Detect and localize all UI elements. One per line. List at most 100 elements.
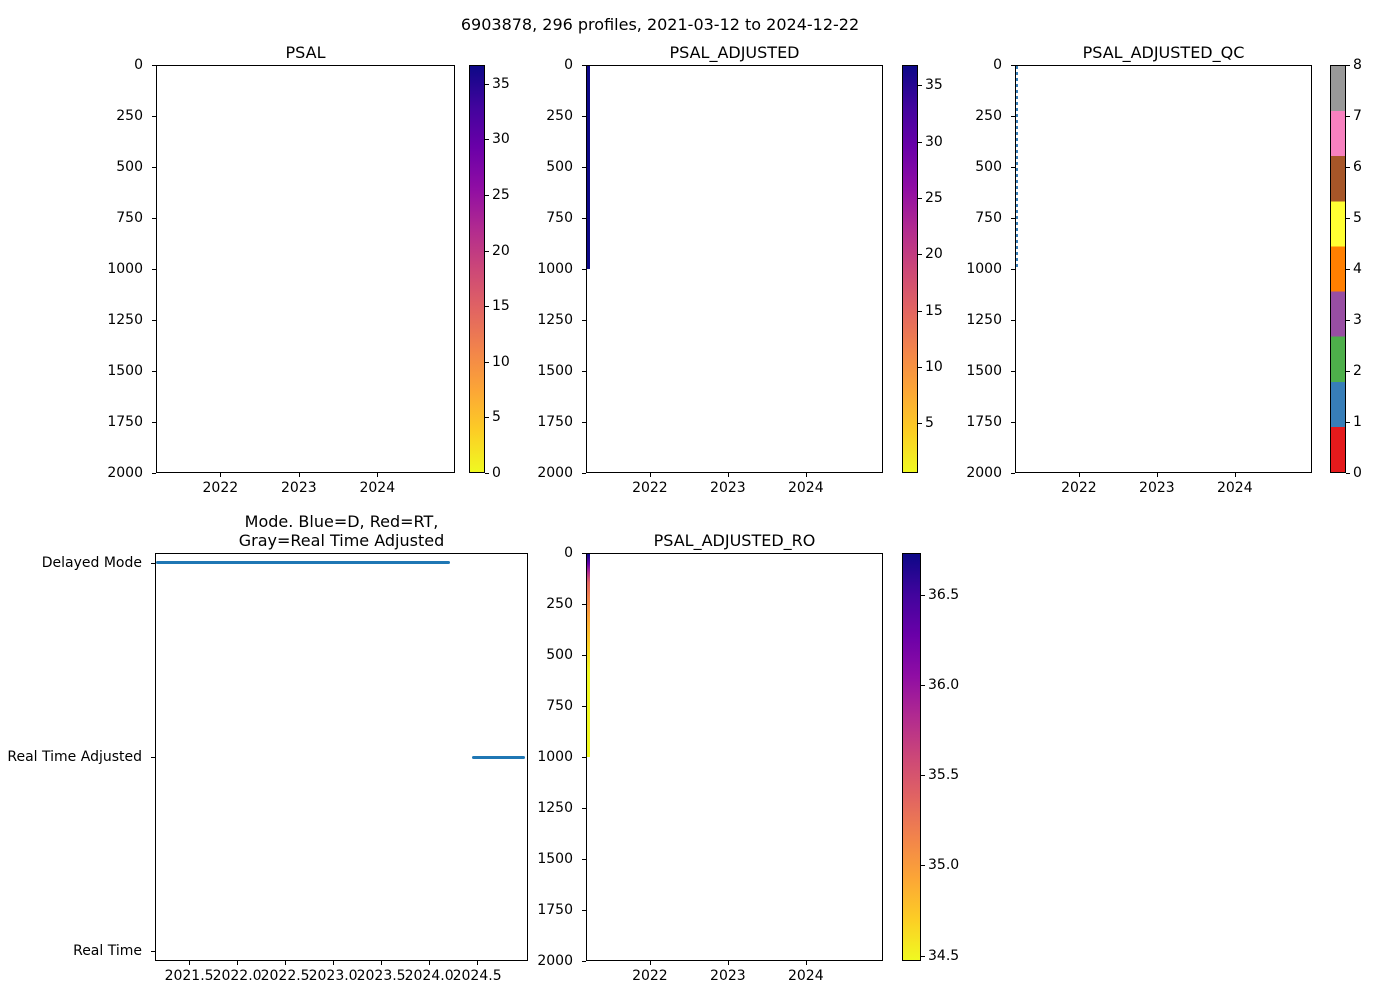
- colorbar-tick-label: 5: [492, 409, 501, 426]
- x-tick-label: 2024.5: [452, 968, 502, 984]
- y-tick-mark: [582, 910, 586, 911]
- x-tick-mark: [237, 961, 239, 965]
- y-tick-label: 1750: [537, 902, 573, 918]
- colorbar-tick-mark: [485, 361, 489, 363]
- y-tick-mark: [582, 116, 586, 117]
- y-tick-label: 1500: [107, 363, 143, 379]
- colorbar-tick-label: 20: [925, 246, 943, 263]
- colorbar-tick-mark: [1346, 320, 1350, 321]
- colorbar-psal_adjusted_ro: [902, 553, 921, 961]
- y-category-label: Real Time: [73, 943, 142, 960]
- x-tick-label: 2023.0: [308, 968, 358, 984]
- colorbar-tick-label: 30: [925, 133, 943, 150]
- y-tick-label: 0: [564, 545, 573, 561]
- colorbar-tick-label: 15: [492, 298, 510, 315]
- colorbar-tick-mark: [485, 473, 489, 474]
- y-tick-mark: [152, 371, 156, 372]
- y-tick-label: 1750: [107, 414, 143, 430]
- colorbar-tick-label: 36.5: [928, 586, 960, 603]
- colorbar-tick-mark: [1346, 116, 1350, 117]
- figure-title: 6903878, 296 profiles, 2021-03-12 to 202…: [460, 15, 860, 34]
- y-tick-mark: [582, 655, 586, 656]
- y-tick-mark: [1011, 65, 1015, 66]
- colorbar-tick-mark: [1346, 218, 1350, 219]
- colorbar-tick-label: 6: [1353, 159, 1362, 175]
- colorbar-tick-label: 20: [492, 242, 510, 259]
- colorbar-tick-mark: [921, 955, 925, 957]
- y-tick-label: 1000: [537, 749, 573, 765]
- y-tick-mark: [582, 473, 586, 474]
- y-tick-label: 1500: [537, 851, 573, 867]
- plot-area-psal_adjusted_ro: [586, 553, 883, 961]
- y-tick-mark: [582, 65, 586, 66]
- y-tick-mark: [582, 757, 586, 758]
- y-tick-mark: [1011, 422, 1015, 423]
- y-tick-mark: [582, 269, 586, 270]
- x-tick-label: 2022.5: [260, 968, 310, 984]
- panel-title-psal_adjusted_qc: PSAL_ADJUSTED_QC: [1082, 43, 1245, 62]
- x-tick-mark: [727, 961, 729, 965]
- colorbar-tick-mark: [918, 310, 922, 312]
- x-tick-mark: [649, 473, 651, 477]
- colorbar-tick-label: 36.0: [928, 676, 960, 693]
- y-tick-mark: [152, 473, 156, 474]
- x-tick-label: 2022.0: [212, 968, 262, 984]
- x-tick-mark: [333, 961, 335, 965]
- y-tick-mark: [582, 604, 586, 605]
- x-tick-mark: [805, 961, 807, 965]
- colorbar-tick-label: 34.5: [928, 947, 960, 964]
- x-tick-label: 2021.5: [164, 968, 214, 984]
- colorbar-tick-mark: [1346, 167, 1350, 168]
- y-tick-label: 250: [546, 596, 573, 612]
- y-category-label: Delayed Mode: [41, 554, 142, 571]
- colorbar-tick-label: 35.5: [928, 767, 960, 784]
- y-tick-mark: [582, 167, 586, 168]
- colorbar-tick-label: 15: [925, 302, 943, 319]
- y-tick-mark: [582, 218, 586, 219]
- colorbar-tick-label: 35: [492, 75, 510, 92]
- y-tick-label: 0: [993, 57, 1002, 73]
- y-tick-mark: [582, 961, 586, 962]
- y-tick-mark: [1011, 269, 1015, 270]
- y-tick-label: 750: [546, 210, 573, 226]
- colorbar-tick-label: 35.0: [928, 857, 960, 874]
- y-tick-mark: [152, 422, 156, 423]
- y-tick-label: 1750: [966, 414, 1002, 430]
- x-tick-label: 2024.0: [404, 968, 454, 984]
- colorbar-tick-mark: [918, 367, 922, 369]
- plot-area-psal_adjusted_qc: [1015, 65, 1312, 473]
- x-tick-mark: [649, 961, 651, 965]
- y-tick-mark: [582, 808, 586, 809]
- x-tick-label: 2024: [787, 480, 824, 496]
- colorbar-tick-label: 25: [925, 189, 943, 206]
- x-tick-label: 2024: [787, 968, 824, 984]
- y-tick-mark: [151, 757, 155, 758]
- x-tick-label: 2023: [281, 480, 317, 496]
- y-tick-label: 0: [564, 57, 573, 73]
- y-tick-mark: [152, 320, 156, 321]
- y-tick-mark: [1011, 320, 1015, 321]
- colorbar-tick-label: 5: [925, 415, 934, 432]
- y-tick-label: 750: [546, 698, 573, 714]
- y-tick-label: 500: [975, 159, 1002, 175]
- colorbar-psal_adjusted_qc: [1330, 65, 1346, 473]
- x-tick-mark: [220, 473, 222, 477]
- y-tick-label: 2000: [537, 465, 573, 481]
- mode-line-delayed-mode: [156, 561, 451, 565]
- x-tick-mark: [381, 961, 383, 965]
- y-tick-label: 750: [975, 210, 1002, 226]
- colorbar-tick-label: 2: [1353, 363, 1362, 379]
- y-tick-label: 1250: [537, 800, 573, 816]
- plot-area-mode: [155, 553, 528, 961]
- colorbar-psal: [469, 65, 485, 473]
- x-tick-label: 2023: [710, 968, 746, 984]
- profile-strip-psal_adjusted: [587, 66, 590, 269]
- x-tick-mark: [285, 961, 287, 965]
- panel-title-mode: Mode. Blue=D, Red=RT, Gray=Real Time Adju…: [238, 512, 445, 550]
- y-tick-label: 1250: [966, 312, 1002, 328]
- colorbar-tick-label: 5: [1353, 210, 1362, 226]
- y-tick-label: 1250: [107, 312, 143, 328]
- x-tick-mark: [298, 473, 300, 477]
- colorbar-tick-label: 1: [1353, 414, 1362, 430]
- x-tick-mark: [1156, 473, 1158, 477]
